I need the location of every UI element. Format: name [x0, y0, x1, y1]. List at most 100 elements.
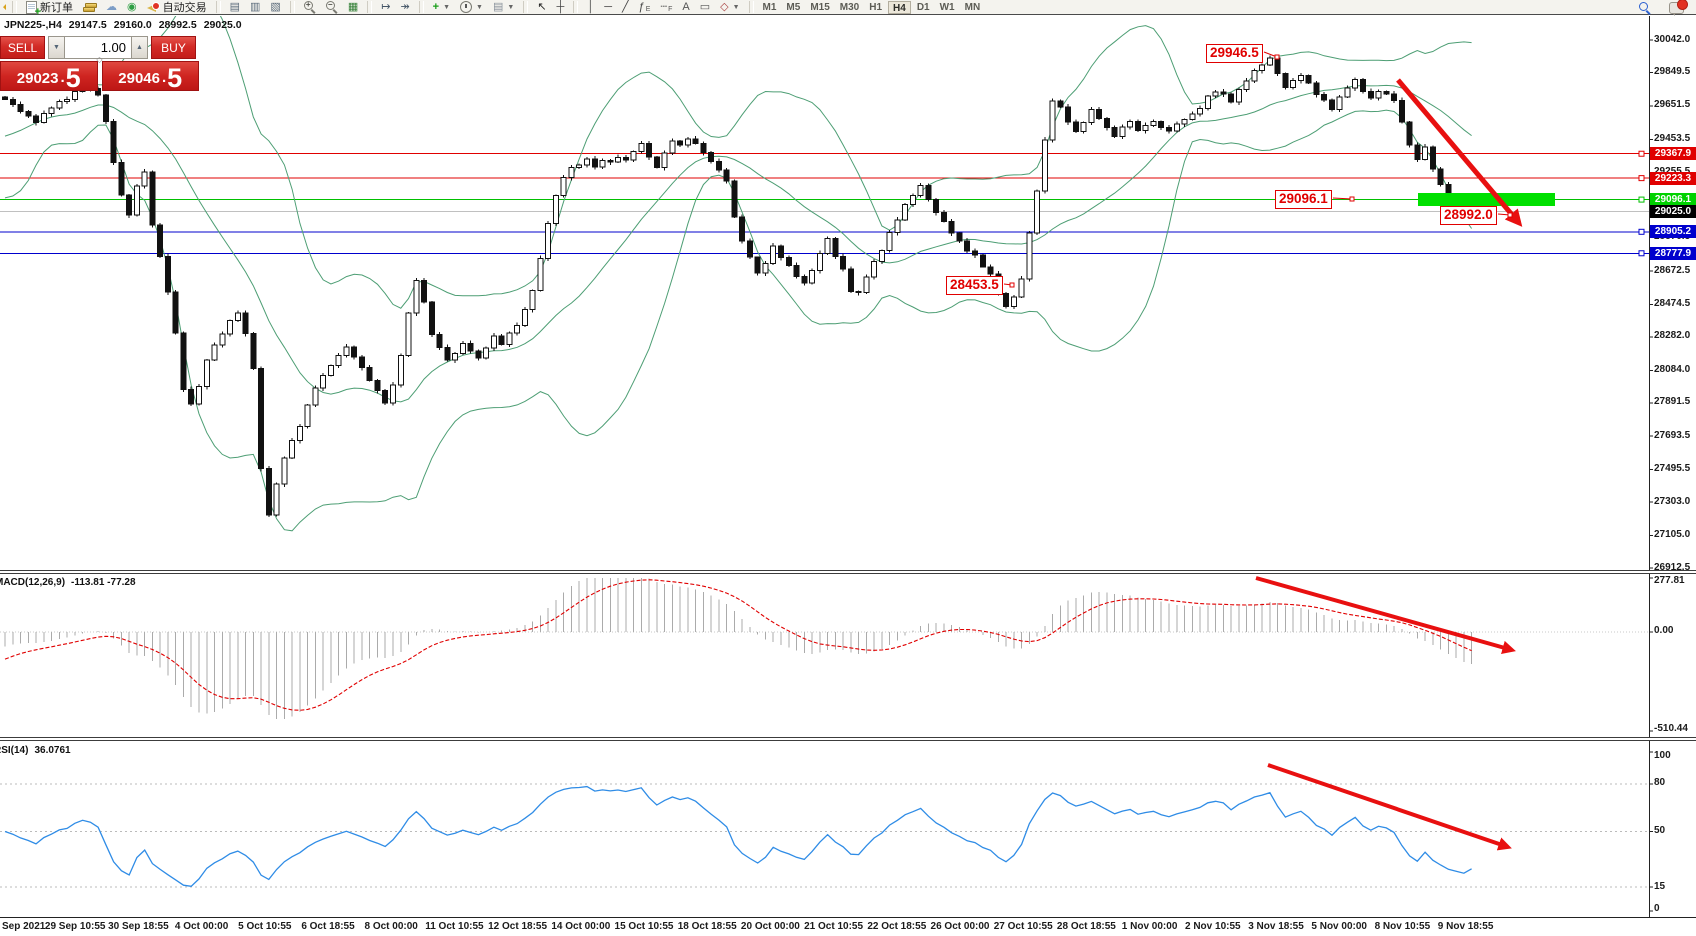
shapes-button[interactable]: ◇ ▼: [716, 1, 743, 14]
buy-button[interactable]: BUY: [151, 36, 196, 59]
candlesticks: [2, 55, 1475, 518]
toolbar-separator: [289, 1, 295, 13]
chart-shift-glyph: ↦: [381, 0, 391, 13]
rsi-pane: [0, 783, 1649, 888]
axis-tick-label: 27693.5: [1654, 429, 1691, 441]
zoom-in-button[interactable]: +: [300, 0, 320, 14]
text-label-button[interactable]: ▭: [696, 1, 714, 14]
clipped-icon[interactable]: ◆: [0, 1, 7, 14]
crosshair-button[interactable]: ┼: [553, 1, 569, 14]
notification-bubble-icon: [1669, 0, 1688, 16]
new-order-button[interactable]: + 新订单: [22, 0, 77, 17]
line-chart-window-icon[interactable]: ▧: [266, 1, 284, 14]
pane-divider[interactable]: [0, 737, 1696, 741]
buy-price-button[interactable]: 29046. 5: [101, 61, 199, 92]
templates-button[interactable]: ▤ ▼: [489, 1, 518, 14]
timeframe-button-mn[interactable]: MN: [961, 1, 985, 14]
timeframe-button-w1[interactable]: W1: [936, 1, 959, 14]
line-handle[interactable]: [1638, 175, 1645, 182]
candlestick-window-icon[interactable]: ▥: [246, 1, 264, 14]
time-axis-label: 20 Oct 00:00: [740, 921, 800, 932]
timeframe-button-m1[interactable]: M1: [759, 1, 781, 14]
price-tag-29223.3: 29223.3: [1650, 171, 1696, 185]
cursor-button[interactable]: ↖: [533, 1, 550, 14]
time-axis-label: 21 Oct 10:55: [804, 921, 864, 932]
text-button[interactable]: A: [678, 1, 693, 14]
toolbar-separator: [523, 1, 529, 13]
caret-up-icon: ▲: [136, 44, 143, 51]
trend-arrow-main[interactable]: [1396, 78, 1523, 227]
trendline-button[interactable]: ╱: [618, 1, 633, 14]
timeframe-button-m5[interactable]: M5: [782, 1, 804, 14]
axis-tick-label: 28474.5: [1654, 297, 1691, 309]
highlight-rectangle[interactable]: [1418, 193, 1555, 206]
price-annotation-29096.1[interactable]: 29096.1: [1275, 190, 1332, 209]
volume-increase-button[interactable]: ▲: [131, 36, 148, 59]
volume-stepper: ▼ ▲: [48, 36, 148, 59]
clipped-icon-glyph: ◆: [3, 2, 6, 13]
bollinger-upper-band: [4, 16, 1472, 309]
chart-autoscroll-button[interactable]: ↠: [396, 1, 413, 14]
sell-price-button[interactable]: 29023. 5: [0, 61, 98, 93]
new-order-button-label: 新订单: [40, 2, 73, 14]
sell-price-frac: 5: [65, 63, 81, 93]
chart-shift-button[interactable]: ↦: [377, 1, 394, 14]
gold-icon[interactable]: [79, 1, 100, 14]
time-axis-label: 15 Oct 10:55: [614, 921, 674, 932]
price-tag-28777.9: 28777.9: [1650, 246, 1696, 260]
notifications-button[interactable]: [1665, 0, 1688, 16]
price-annotation-29946.5[interactable]: 29946.5: [1206, 44, 1263, 63]
cloud-icon[interactable]: ☁: [102, 1, 121, 14]
line-chart-window-icon-glyph: ▧: [270, 0, 281, 13]
horizontal-line-button[interactable]: ─: [600, 1, 616, 14]
line-handle[interactable]: [1638, 150, 1645, 157]
horizontal-line-glyph: ─: [604, 0, 613, 13]
line-handle[interactable]: [1638, 196, 1645, 203]
trend-arrow-macd[interactable]: [1255, 576, 1516, 654]
timeframe-button-m15[interactable]: M15: [806, 1, 833, 14]
time-axis-label: 26 Oct 00:00: [930, 921, 990, 932]
sounds-icon[interactable]: ◉: [123, 1, 141, 14]
vertical-line-button[interactable]: │: [583, 1, 598, 14]
pane-divider[interactable]: [0, 570, 1696, 574]
sell-button[interactable]: SELL: [0, 36, 45, 59]
axis-tick-label: -510.44: [1654, 722, 1688, 734]
bar-chart-window-icon[interactable]: ▤: [226, 1, 244, 14]
autotrade-button[interactable]: 自动交易: [143, 1, 211, 14]
annotation-leader: [1332, 197, 1353, 200]
magnifier-icon: +: [303, 0, 316, 13]
line-handle[interactable]: [1638, 228, 1645, 235]
low-value: 28992.5: [158, 19, 197, 31]
sell-price-main: 29023: [16, 70, 59, 87]
axis-tick-label: 27303.0: [1654, 495, 1691, 507]
timeframe-button-m30[interactable]: M30: [836, 1, 863, 14]
tile-windows-button[interactable]: ▦: [344, 1, 362, 14]
fibo-channel-button[interactable]: ┄ F: [656, 1, 676, 14]
price-annotation-28992.0[interactable]: 28992.0: [1440, 206, 1497, 225]
time-axis-label: 5 Nov 00:00: [1311, 921, 1367, 932]
price-annotation-28453.5[interactable]: 28453.5: [946, 276, 1003, 295]
time-axis-label: 8 Nov 10:55: [1374, 921, 1431, 932]
add-indicator-button[interactable]: + ▼: [429, 1, 454, 14]
periods-button[interactable]: ▼: [456, 1, 487, 14]
toolbar-separator: [573, 1, 579, 13]
text-label-glyph: ▭: [699, 0, 711, 13]
trend-arrow-rsi[interactable]: [1267, 763, 1512, 851]
price-tag-29096.1: 29096.1: [1650, 193, 1696, 207]
zoom-out-button[interactable]: −: [322, 0, 342, 14]
annotation-handle[interactable]: [1274, 54, 1280, 60]
time-axis-border: [0, 917, 1696, 918]
annotation-handle[interactable]: [1507, 212, 1513, 218]
timeframe-button-h4[interactable]: H4: [888, 0, 911, 14]
axis-tick-label: 28282.0: [1654, 330, 1691, 342]
timeframe-button-d1[interactable]: D1: [913, 1, 934, 14]
annotation-handle[interactable]: [1349, 196, 1355, 202]
search-button[interactable]: [1635, 1, 1655, 14]
volume-decrease-button[interactable]: ▼: [48, 36, 65, 59]
line-handle[interactable]: [1638, 250, 1645, 257]
annotation-handle[interactable]: [1009, 282, 1015, 288]
rsi-line: [4, 785, 1472, 887]
volume-input[interactable]: [65, 36, 131, 59]
timeframe-button-h1[interactable]: H1: [865, 1, 886, 14]
